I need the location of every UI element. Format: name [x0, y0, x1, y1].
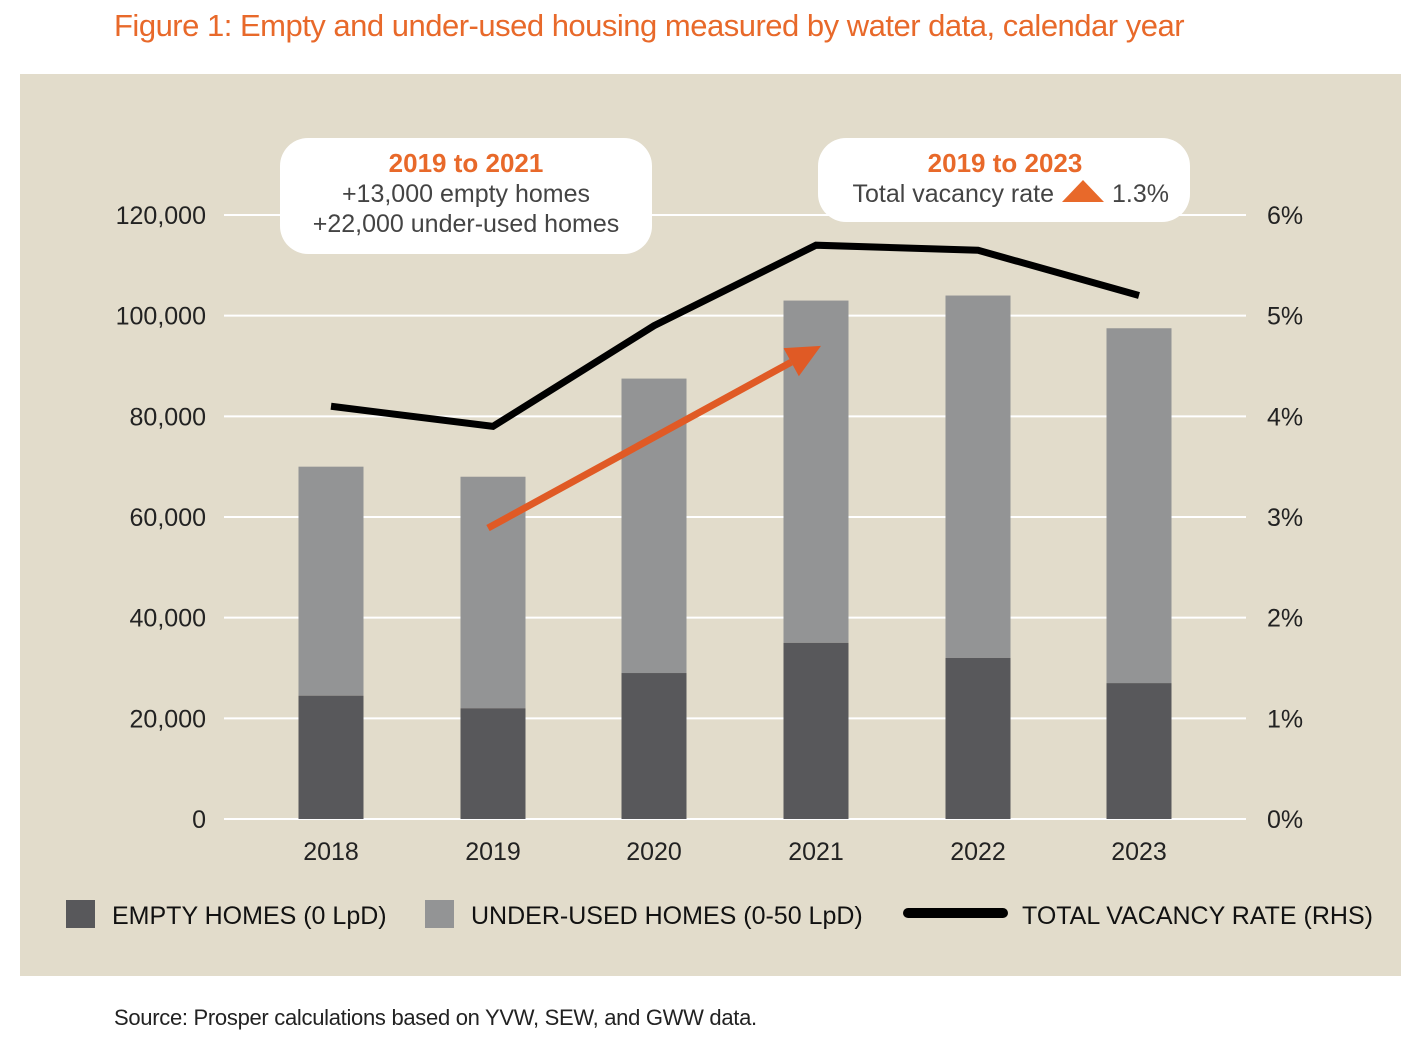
chart-title: Figure 1: Empty and under-used housing m…: [114, 8, 1185, 43]
triangle-up-icon: [1062, 180, 1104, 202]
bar-empty-2023: [1106, 683, 1172, 819]
callout-line: +13,000 empty homes: [342, 180, 590, 208]
legend-swatch-empty: [66, 900, 95, 928]
legend-label: EMPTY HOMES (0 LpD): [112, 902, 387, 930]
legend-label: TOTAL VACANCY RATE (RHS): [1022, 902, 1373, 930]
callout-value: 1.3%: [1112, 180, 1169, 208]
x-tick-label: 2022: [950, 838, 1006, 866]
trend-arrow-head-icon: [783, 345, 821, 377]
y2-tick-label: 0%: [1267, 806, 1303, 834]
bar-empty-2021: [783, 642, 849, 819]
y-tick-label: 120,000: [116, 202, 206, 230]
y-tick-label: 20,000: [130, 705, 206, 733]
callout-line: +22,000 under-used homes: [313, 210, 619, 238]
callout-heading: 2019 to 2021: [389, 148, 544, 178]
y-tick-label: 100,000: [116, 303, 206, 331]
source-note: Source: Prosper calculations based on YV…: [114, 1005, 757, 1030]
x-tick-label: 2018: [303, 838, 359, 866]
y2-tick-label: 4%: [1267, 403, 1303, 431]
y-tick-label: 40,000: [130, 605, 206, 633]
bar-underused-2023: [1106, 328, 1172, 684]
callout-box-2019-2021: [280, 138, 652, 254]
y2-tick-label: 2%: [1267, 605, 1303, 633]
vacancy-rate-line: [330, 241, 1140, 431]
bar-empty-2018: [298, 695, 364, 819]
callout-text: Total vacancy rate: [853, 180, 1055, 208]
y2-tick-label: 1%: [1267, 705, 1303, 733]
x-tick-label: 2020: [626, 838, 682, 866]
x-tick-label: 2023: [1111, 838, 1167, 866]
bar-underused-2022: [945, 295, 1011, 658]
x-tick-label: 2019: [465, 838, 521, 866]
y-tick-label: 0: [192, 806, 206, 834]
y2-tick-label: 5%: [1267, 303, 1303, 331]
legend-swatch-underused: [425, 900, 454, 928]
bar-empty-2020: [621, 673, 687, 819]
legend-label: UNDER-USED HOMES (0-50 LpD): [471, 902, 863, 930]
y-tick-label: 80,000: [130, 403, 206, 431]
callout-heading: 2019 to 2023: [928, 148, 1083, 178]
bar-underused-2018: [298, 466, 364, 696]
bar-empty-2022: [945, 657, 1011, 819]
bar-empty-2019: [460, 708, 526, 819]
y2-tick-label: 3%: [1267, 504, 1303, 532]
y2-tick-label: 6%: [1267, 202, 1303, 230]
x-tick-label: 2021: [788, 838, 844, 866]
trend-arrow-shaft: [486, 359, 793, 532]
y-tick-label: 60,000: [130, 504, 206, 532]
